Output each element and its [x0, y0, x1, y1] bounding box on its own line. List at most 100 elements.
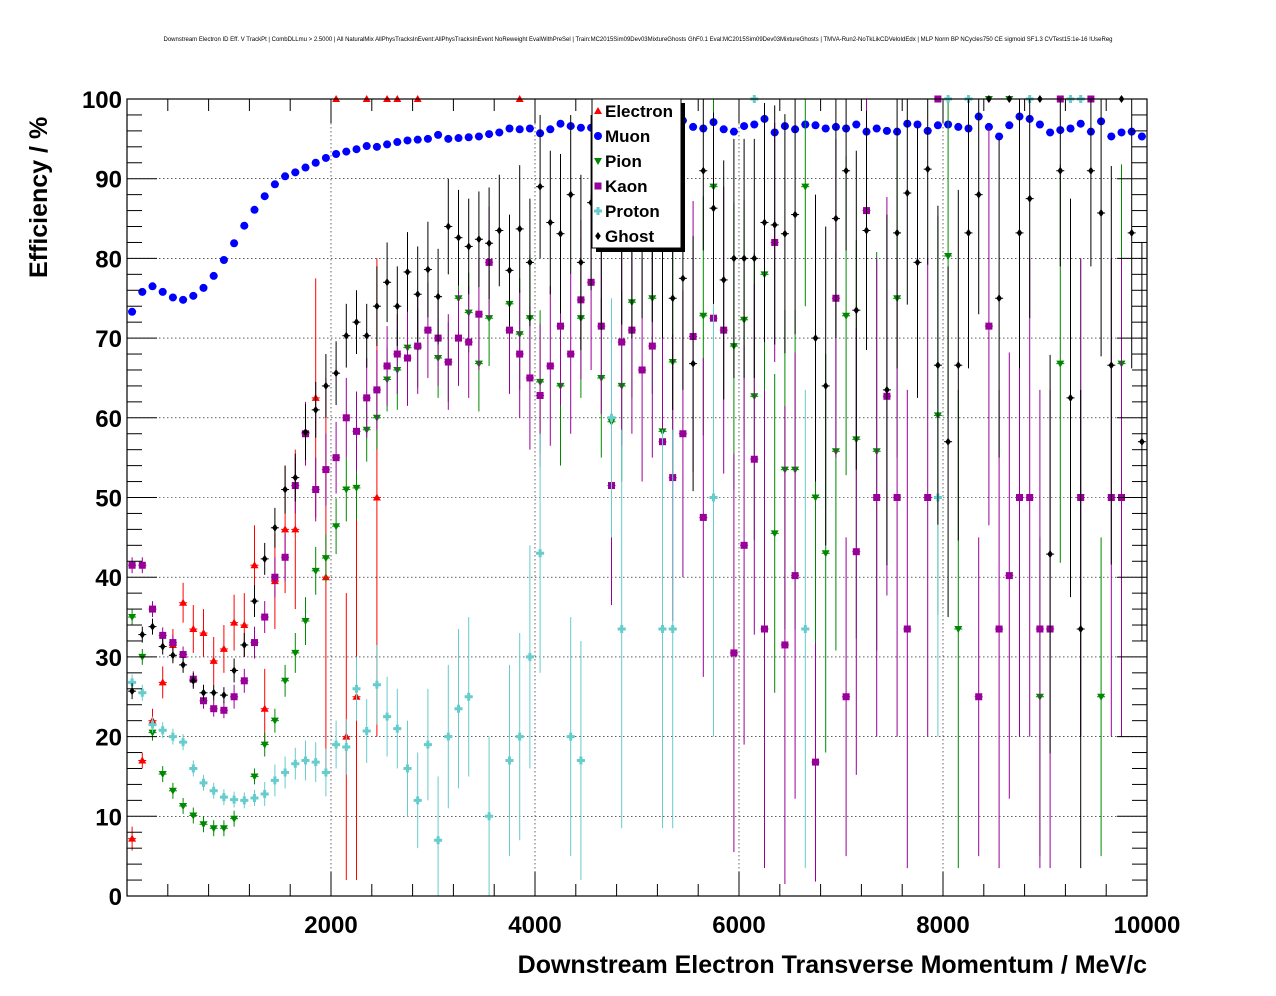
data-point	[321, 555, 330, 563]
data-point	[251, 639, 258, 647]
data-point	[199, 821, 208, 829]
data-point	[435, 292, 441, 301]
data-point	[842, 312, 851, 320]
data-point	[210, 688, 217, 697]
data-point	[770, 530, 779, 538]
proton-series	[128, 95, 1085, 896]
x-axis-label: Downstream Electron Transverse Momentum …	[518, 951, 1147, 979]
data-point	[179, 598, 188, 606]
y-tick-label: 80	[95, 246, 122, 273]
data-point	[1056, 360, 1065, 368]
data-point	[1108, 361, 1115, 370]
data-point	[168, 787, 177, 795]
data-point	[750, 120, 759, 129]
data-point	[537, 182, 543, 191]
data-point	[128, 614, 137, 622]
data-point	[516, 350, 524, 358]
data-point	[312, 486, 320, 494]
data-point	[904, 189, 911, 198]
data-point	[894, 228, 900, 237]
data-point	[323, 381, 329, 390]
data-point	[638, 366, 646, 374]
data-point	[455, 233, 462, 242]
data-point	[474, 132, 483, 141]
data-point	[138, 287, 147, 296]
data-point	[761, 218, 768, 227]
data-point	[444, 358, 452, 366]
data-point	[219, 793, 228, 802]
data-point	[250, 793, 259, 802]
data-point	[353, 427, 360, 435]
legend-marker	[594, 132, 602, 140]
data-point	[372, 142, 381, 151]
data-point	[374, 302, 380, 311]
data-point	[547, 218, 554, 227]
data-point	[700, 166, 707, 175]
data-point	[383, 712, 392, 721]
data-point	[995, 625, 1003, 633]
data-point	[282, 485, 288, 494]
data-point	[1035, 120, 1044, 129]
data-point	[240, 621, 249, 629]
data-point	[158, 678, 167, 686]
data-point	[882, 126, 891, 135]
legend-marker	[594, 158, 602, 165]
data-point	[413, 135, 422, 144]
data-point	[148, 729, 157, 737]
data-point	[148, 720, 157, 729]
data-point	[291, 759, 300, 768]
data-point	[230, 618, 239, 626]
legend-label: Muon	[605, 127, 650, 146]
data-point	[1016, 228, 1023, 237]
data-point	[506, 326, 513, 334]
y-tick-label: 90	[95, 167, 122, 194]
data-point	[833, 214, 839, 223]
data-point	[413, 796, 422, 805]
data-point	[792, 210, 798, 219]
data-point	[556, 119, 565, 128]
data-point	[771, 220, 778, 229]
data-point	[1107, 132, 1116, 141]
data-point	[729, 127, 738, 136]
data-point	[975, 190, 982, 199]
data-point	[169, 639, 177, 647]
data-point	[546, 362, 554, 370]
data-point	[302, 428, 309, 437]
data-point	[576, 756, 585, 765]
data-point	[863, 226, 870, 235]
data-point	[159, 642, 166, 651]
data-point	[404, 267, 411, 276]
data-point	[782, 229, 788, 238]
data-point	[189, 764, 198, 773]
data-point	[536, 549, 545, 558]
data-point	[189, 291, 198, 300]
data-point	[852, 120, 861, 129]
legend-box	[591, 98, 682, 249]
y-tick-label: 100	[82, 87, 122, 114]
data-point	[1066, 124, 1075, 133]
data-point	[138, 561, 146, 569]
chart-title: Downstream Electron ID Eff. V TrackPt | …	[163, 37, 1112, 43]
x-tick-label: 2000	[304, 912, 357, 939]
data-point	[219, 255, 228, 264]
data-point	[944, 253, 953, 261]
data-point	[476, 235, 482, 244]
data-point	[219, 825, 228, 833]
data-point	[312, 405, 319, 414]
data-point	[750, 455, 758, 463]
y-tick-label: 50	[95, 486, 122, 513]
data-point	[139, 630, 146, 639]
data-point	[933, 121, 942, 130]
data-point	[689, 122, 698, 131]
legend-entry-pion: Pion	[594, 152, 642, 171]
data-point	[230, 239, 239, 248]
data-point	[190, 676, 197, 685]
data-point	[710, 204, 717, 213]
data-point	[1139, 437, 1145, 446]
data-point	[1046, 128, 1055, 137]
data-point	[731, 254, 737, 263]
data-point	[230, 815, 239, 823]
data-point	[485, 130, 494, 139]
data-point	[1057, 166, 1064, 175]
data-point	[680, 274, 686, 283]
